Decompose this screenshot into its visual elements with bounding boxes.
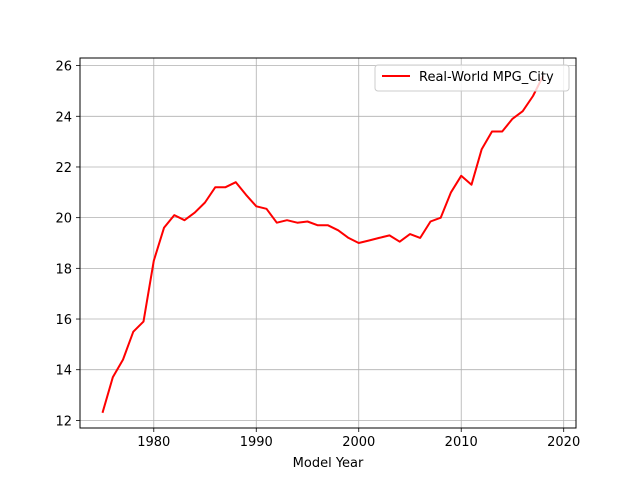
y-tick-label: 24: [55, 110, 72, 125]
x-tick-label: 1980: [137, 435, 170, 450]
x-axis-ticks: 1980 1990 2000 2010 2020: [137, 428, 580, 450]
y-axis-ticks: 12 14 16 18 20 22 24 26: [55, 60, 80, 429]
y-tick-label: 18: [55, 262, 72, 277]
y-tick-label: 14: [55, 364, 72, 379]
y-tick-label: 20: [55, 212, 72, 227]
y-tick-label: 16: [55, 313, 72, 328]
legend-box: [374, 64, 570, 92]
x-tick-label: 2000: [342, 435, 375, 450]
series-line: [101, 75, 545, 414]
plot-frame: [79, 57, 577, 429]
y-tick-label: 12: [55, 414, 72, 429]
y-tick-label: 22: [55, 161, 72, 176]
x-axis-label: Model Year: [293, 456, 364, 471]
series-lines: [101, 75, 545, 414]
x-tick-label: 2010: [445, 435, 478, 450]
x-tick-label: 2020: [547, 435, 580, 450]
x-tick-label: 1990: [240, 435, 273, 450]
legend: Real-World MPG_City: [374, 64, 570, 92]
legend-label: Real-World MPG_City: [419, 70, 554, 85]
y-tick-label: 26: [55, 60, 72, 75]
